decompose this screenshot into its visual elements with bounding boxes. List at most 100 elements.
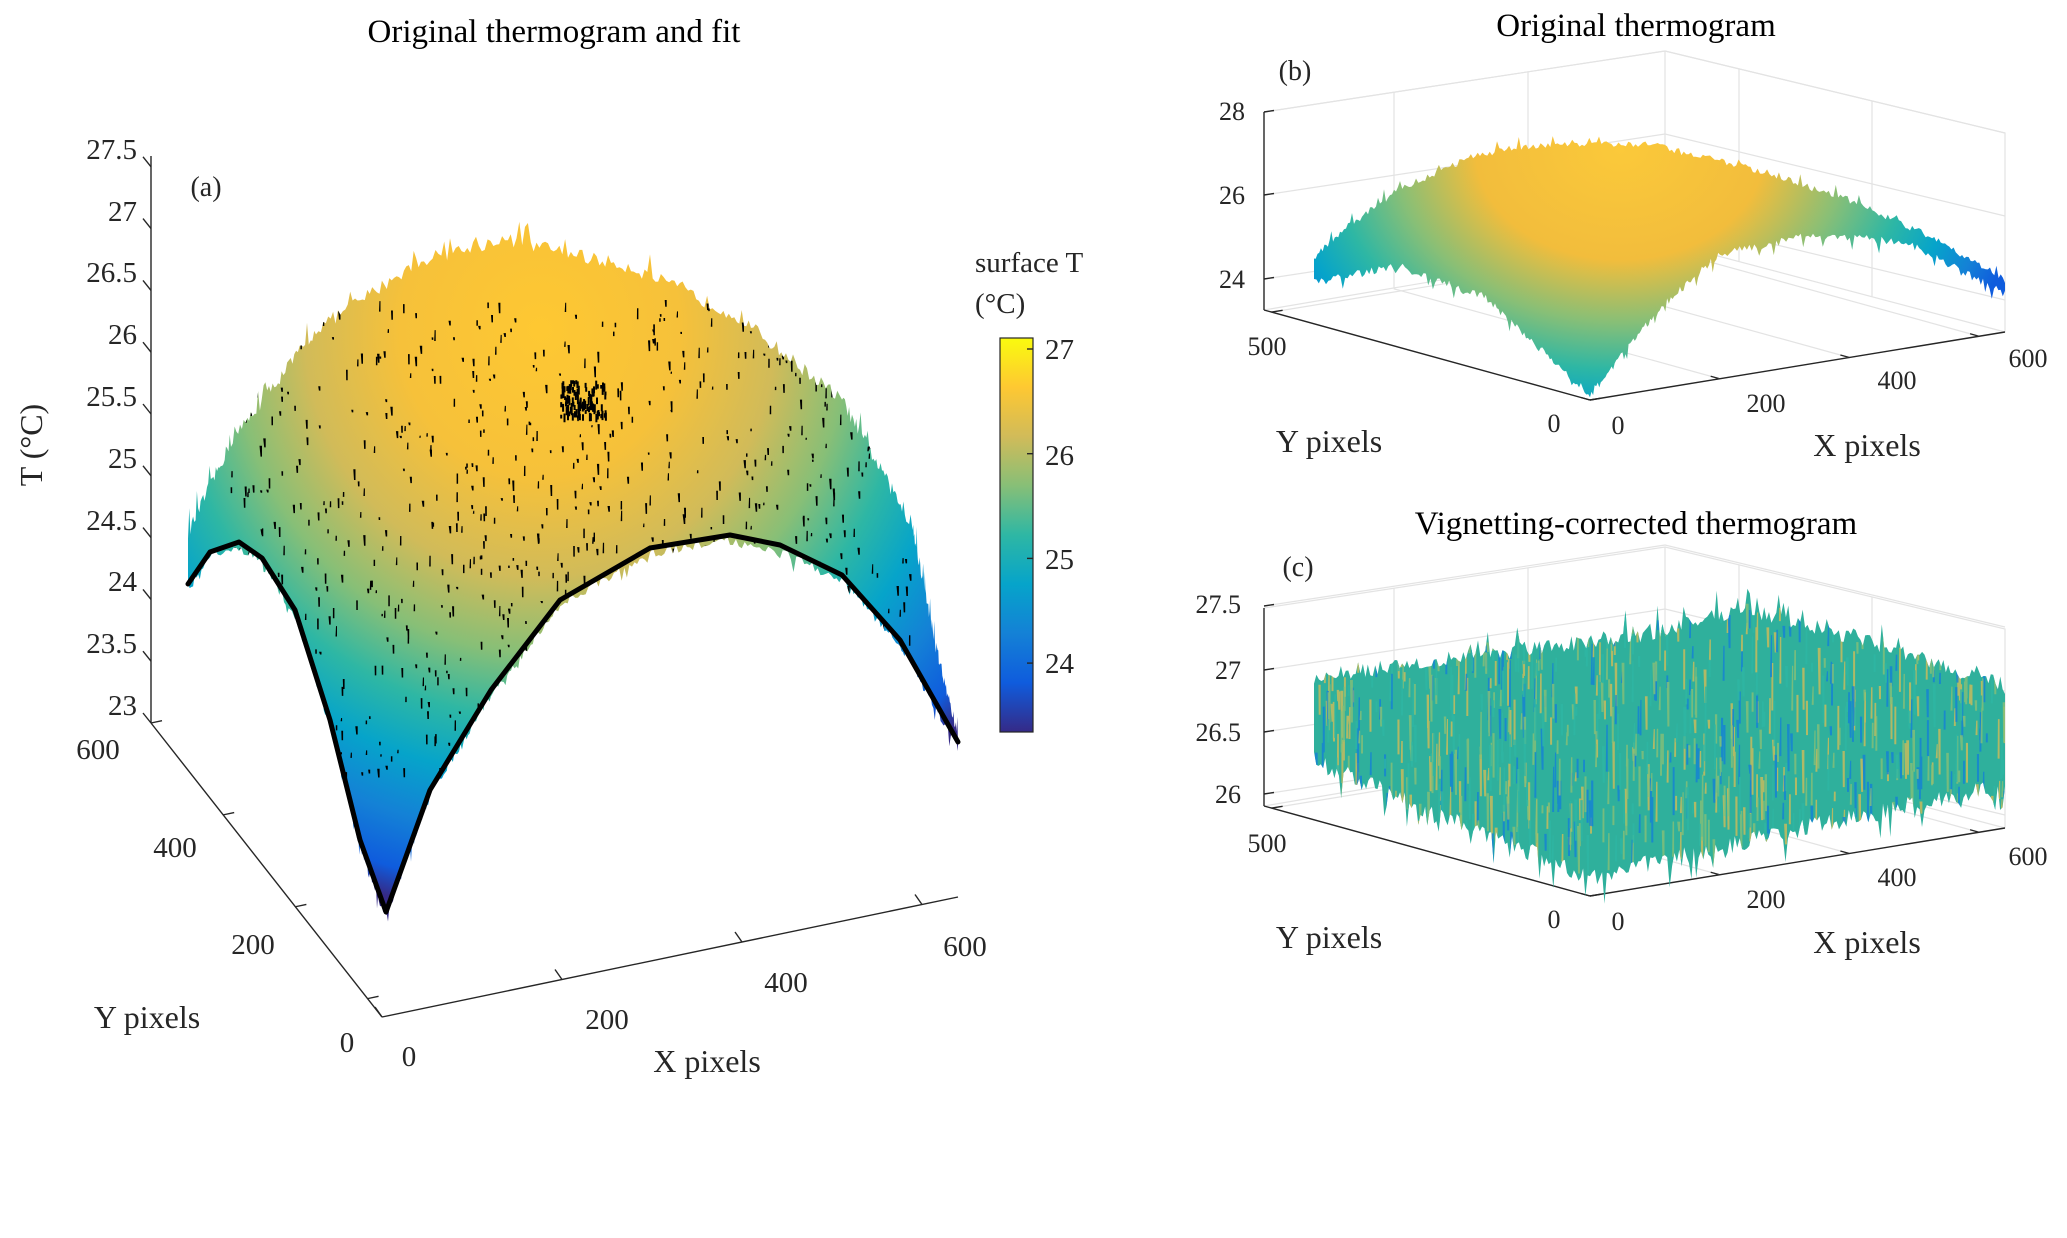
z-tick-label: 27 [1215,656,1241,685]
x-tick-label: 600 [2009,344,2048,373]
x-tick-label: 600 [2009,842,2048,871]
y-axis [1263,805,1591,897]
z-tick-mark [1263,791,1275,795]
z-tick-label: 24.5 [86,505,137,537]
x-tick-mark [374,1006,383,1018]
y-axis-label-c: Y pixels [1276,919,1382,955]
box-edge [1263,50,2006,332]
y-tick-mark [1271,309,1283,313]
y-axis [1263,309,1591,401]
x-tick-label: 200 [1747,885,1786,914]
x-axis-a [381,896,959,1018]
y-tick-label: 0 [1548,905,1561,934]
y-tick-label: 0 [340,1027,355,1059]
z-tick-label: 23 [108,690,137,722]
z-tick-mark [142,341,152,353]
y-tick-label: 400 [153,832,197,864]
y-axis-label-b: Y pixels [1276,423,1382,459]
x-tick-label: 400 [1878,366,1917,395]
colorbar [999,337,1034,733]
colorbar-tick-label: 26 [1045,440,1074,472]
colorbar-tick-label: 27 [1045,334,1074,366]
z-tick-label: 27.5 [86,134,137,166]
x-tick-label: 0 [1612,907,1625,936]
y-tick-mark [150,720,163,724]
z-tick-label: 26.5 [1196,718,1242,747]
y-tick-label: 500 [1248,829,1287,858]
x-tick-mark [914,894,923,905]
z-tick-label: 28 [1219,97,1245,126]
z-tick-mark [1263,276,1275,280]
y-tick-label: 200 [231,929,275,961]
fit-curve [185,532,961,915]
y-tick-mark [223,811,235,816]
y-tick-mark [367,995,379,1000]
colorbar-title-line2: (°C) [975,288,1025,320]
colorbar-ticks [1027,348,1033,664]
z-tick-mark [142,712,152,724]
surface-c-noise [1319,600,2005,875]
z-tick-label: 25.5 [86,381,137,413]
panel-c-label: (c) [1282,552,1313,583]
z-tick-mark [142,279,152,291]
z-tick-label: 26 [108,319,137,351]
y-tick-label: 600 [76,734,120,766]
x-axis-label-c: X pixels [1813,924,1921,960]
z-tick-label: 24 [1219,265,1245,294]
y-tick-mark [1271,805,1283,809]
surface-b [1314,136,2005,398]
z-tick-mark [142,527,152,539]
x-tick-labels-a: 0 200 400 600 [402,931,987,1073]
panel-c-title: Vignetting-corrected thermogram [1415,506,1858,542]
z-tick-mark [1263,192,1275,196]
colorbar-tick-label: 24 [1045,648,1075,680]
z-tick-label: 27 [108,196,137,228]
y-tick-label: 0 [1548,409,1561,438]
x-axis-label-b: X pixels [1813,427,1921,463]
z-tick-label: 23.5 [86,628,137,660]
colorbar-tick-label: 25 [1045,544,1074,576]
panel-a: Original thermogram and fit (a) 27.5 27 … [13,14,1083,1079]
x-tick-label: 0 [1612,411,1625,440]
z-tick-mark [142,588,152,600]
z-tick-label: 24 [108,566,138,598]
z-tick-mark [142,465,152,477]
z-tick-label: 26 [1215,780,1241,809]
y-tick-mark [295,903,307,908]
z-tick-mark [142,156,152,168]
x-tick-label: 0 [402,1041,417,1073]
z-tick-mark [1263,603,1275,607]
panel-a-label: (a) [190,172,221,203]
x-tick-label: 200 [585,1004,629,1036]
surface-a [188,221,958,922]
z-tick-mark [142,403,152,415]
z-tick-label: 25 [108,443,137,475]
x-tick-mark [554,969,563,980]
z-axis-label-a: T (°C) [13,404,49,486]
z-tick-mark [142,650,152,662]
z-tick-mark [1263,667,1275,671]
panel-c: Vignetting-corrected thermogram (c) 27.5… [1196,506,2048,960]
z-tick-labels-a: 27.5 27 26.5 26 25.5 25 24.5 24 23.5 23 [86,134,137,722]
axis-ticks-a [142,156,923,1018]
z-tick-label: 26.5 [86,257,137,289]
y-axis-a [150,722,383,1018]
x-tick-label: 400 [764,967,808,999]
y-axis-label-a: Y pixels [94,999,200,1035]
z-tick-label: 26 [1219,181,1245,210]
z-gridline [1263,544,2006,628]
x-axis-label-a: X pixels [653,1043,761,1079]
panel-a-title: Original thermogram and fit [368,14,741,50]
x-tick-mark [734,931,743,943]
panel-b-title: Original thermogram [1496,8,1776,44]
z-gridline [1263,50,2006,134]
x-tick-label: 200 [1747,389,1786,418]
y-tick-label: 500 [1248,332,1287,361]
z-tick-mark [142,218,152,230]
x-axis [1589,331,2006,401]
z-tick-mark [1263,109,1275,113]
y-tick-labels-a: 600 400 200 0 [76,734,354,1059]
colorbar-title-line1: surface T [975,247,1083,279]
z-tick-label: 27.5 [1196,590,1242,619]
